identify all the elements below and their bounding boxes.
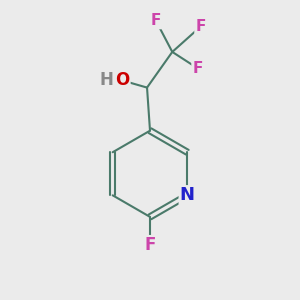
Text: N: N (180, 186, 195, 204)
Text: F: F (192, 61, 203, 76)
Text: H: H (99, 71, 113, 89)
Text: F: F (144, 236, 156, 254)
Text: O: O (115, 71, 130, 89)
Text: F: F (151, 13, 161, 28)
Text: F: F (195, 19, 206, 34)
